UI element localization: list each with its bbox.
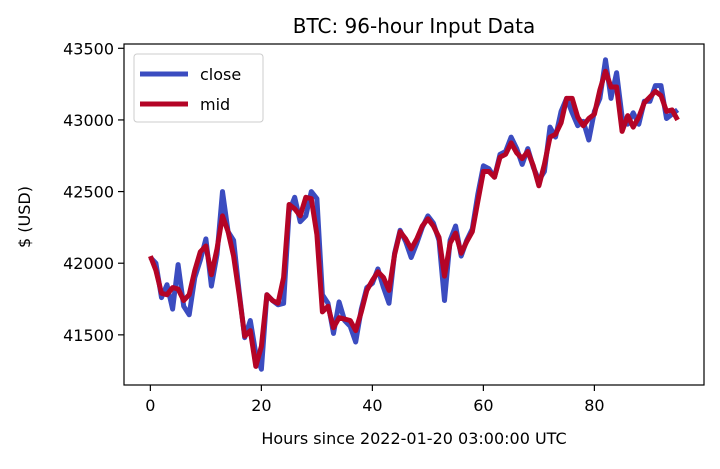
axes-frame bbox=[123, 43, 705, 386]
y-tick-label: 43500 bbox=[63, 39, 114, 58]
y-tick-label: 41500 bbox=[63, 326, 114, 345]
legend-label-mid: mid bbox=[200, 95, 230, 114]
legend-box bbox=[133, 53, 264, 123]
x-tick-label: 60 bbox=[473, 396, 493, 415]
legend: close mid bbox=[133, 53, 264, 123]
x-axis-label: Hours since 2022-01-20 03:00:00 UTC bbox=[261, 429, 566, 448]
plot-area bbox=[148, 57, 680, 372]
legend-label-close: close bbox=[200, 65, 241, 84]
x-tick-label: 80 bbox=[584, 396, 604, 415]
series-line-mid bbox=[148, 68, 680, 369]
y-tick-label: 42500 bbox=[63, 183, 114, 202]
x-tick-label: 20 bbox=[251, 396, 271, 415]
x-tick-label: 40 bbox=[362, 396, 382, 415]
y-tick-label: 42000 bbox=[63, 254, 114, 273]
x-tick-label: 0 bbox=[145, 396, 155, 415]
y-tick-label: 43000 bbox=[63, 111, 114, 130]
chart-title: BTC: 96-hour Input Data bbox=[293, 14, 536, 38]
y-axis-label: $ (USD) bbox=[15, 186, 34, 248]
axes: 0 20 40 60 80 41500 42000 42500 43000 43500 bbox=[63, 39, 705, 415]
